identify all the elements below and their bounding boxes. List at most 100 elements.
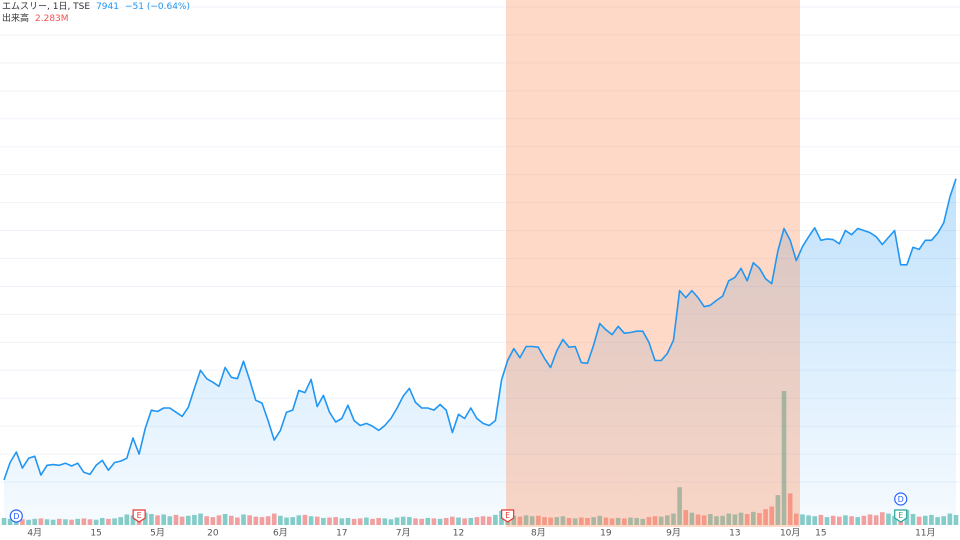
volume-bar bbox=[161, 514, 166, 525]
volume-bar bbox=[910, 514, 916, 525]
volume-bar bbox=[763, 509, 768, 525]
volume-bar bbox=[149, 514, 154, 525]
volume-bar bbox=[622, 518, 627, 525]
volume-bar bbox=[572, 518, 578, 525]
volume-bar bbox=[873, 515, 879, 525]
volume-bar bbox=[400, 516, 406, 525]
event-badge bbox=[894, 509, 908, 523]
volume-bar bbox=[462, 518, 467, 525]
volume-bar bbox=[855, 517, 861, 525]
legend: エムスリー, 1日, TSE 7941 −51 (−0.64%) 出来高 2.283M bbox=[2, 1, 196, 25]
volume-bar bbox=[867, 514, 873, 525]
volume-bar bbox=[579, 517, 584, 525]
volume-bar bbox=[204, 516, 209, 525]
event-label: E bbox=[898, 511, 903, 520]
volume-bar bbox=[185, 515, 191, 525]
volume-bar bbox=[824, 517, 830, 525]
volume-bar bbox=[228, 515, 234, 525]
volume-bar bbox=[769, 506, 775, 525]
volume-bar bbox=[370, 518, 375, 525]
volume-bar bbox=[677, 487, 682, 525]
volume-bar bbox=[327, 517, 332, 525]
volume-bar bbox=[929, 514, 934, 525]
volume-bar bbox=[106, 518, 111, 525]
volume-bar bbox=[87, 519, 93, 525]
volume-bar bbox=[155, 515, 160, 525]
volume-bar bbox=[609, 518, 615, 525]
volume-bar bbox=[849, 516, 854, 525]
volume-bar bbox=[259, 517, 265, 525]
volume-bar bbox=[308, 516, 314, 525]
symbol: エムスリー, 1日, TSE bbox=[2, 2, 91, 12]
volume-bar bbox=[634, 517, 639, 525]
volume-bar bbox=[879, 512, 885, 525]
volume-bar bbox=[640, 518, 646, 525]
volume-bar bbox=[290, 517, 295, 525]
x-tick-label: 4月 bbox=[27, 528, 42, 539]
volume-bar bbox=[523, 515, 529, 525]
volume-bar bbox=[615, 517, 621, 525]
volume-bar bbox=[837, 516, 842, 525]
volume-bar bbox=[26, 519, 31, 525]
volume-bar bbox=[566, 517, 572, 525]
volume-bar bbox=[450, 516, 455, 525]
volume-bar bbox=[456, 517, 461, 525]
event-label: D bbox=[898, 495, 904, 504]
volume-bar bbox=[744, 514, 750, 525]
volume-bar bbox=[683, 510, 689, 525]
price-area bbox=[4, 178, 956, 526]
volume-bar bbox=[75, 518, 81, 525]
volume-bar bbox=[241, 514, 246, 525]
volume-bar bbox=[781, 390, 787, 525]
event-badge bbox=[894, 492, 908, 506]
events: D E E ED bbox=[9, 492, 908, 523]
x-tick-label: 20 bbox=[207, 529, 219, 539]
volume-bar bbox=[738, 512, 744, 525]
volume-value: 2.283M bbox=[35, 14, 69, 24]
volume-bar bbox=[818, 514, 824, 525]
volume-bar bbox=[376, 517, 381, 525]
volume-bar bbox=[382, 518, 388, 525]
volume-bar bbox=[124, 514, 130, 525]
volume-bar bbox=[665, 515, 670, 525]
x-tick-label: 12 bbox=[453, 529, 464, 539]
volume-bar bbox=[830, 515, 836, 525]
volume-bar bbox=[806, 515, 811, 525]
volume-bar bbox=[603, 517, 609, 525]
price-legend: エムスリー, 1日, TSE 7941 −51 (−0.64%) bbox=[2, 1, 196, 13]
volume-bar bbox=[173, 514, 179, 525]
volume-bar bbox=[794, 513, 799, 525]
x-tick-label: 15 bbox=[90, 529, 101, 539]
volume-bar bbox=[861, 515, 867, 525]
volume-bar bbox=[493, 514, 498, 525]
volume-bar bbox=[843, 515, 848, 525]
x-tick-label: 19 bbox=[600, 529, 612, 539]
volume-bar bbox=[437, 518, 443, 525]
volume-bar bbox=[941, 516, 947, 525]
event-label: D bbox=[13, 512, 19, 521]
volume-bar bbox=[554, 517, 560, 525]
price-line bbox=[3, 178, 957, 481]
volume-bar bbox=[732, 514, 738, 525]
volume-bar bbox=[757, 513, 762, 525]
price-change: −51 (−0.64%) bbox=[124, 2, 190, 12]
volume-bar bbox=[474, 517, 480, 525]
x-tick-label: 13 bbox=[729, 529, 740, 539]
volume-bar bbox=[339, 518, 345, 525]
highlight-range bbox=[506, 0, 800, 527]
event-label: E bbox=[137, 511, 142, 520]
volume-bar bbox=[314, 516, 320, 525]
volume-bar bbox=[265, 516, 271, 525]
volume-bar bbox=[192, 514, 197, 525]
event-badge bbox=[132, 509, 146, 523]
volume-bar bbox=[112, 518, 117, 525]
volume-bar bbox=[591, 517, 596, 525]
volume-bar bbox=[542, 517, 547, 525]
x-tick-label: 17 bbox=[336, 529, 347, 539]
volume-bar bbox=[271, 513, 277, 525]
x-tick-label: 5月 bbox=[150, 528, 165, 539]
volume-bar bbox=[357, 518, 363, 525]
volume-bar bbox=[922, 515, 928, 525]
volume-bar bbox=[50, 519, 56, 525]
volume-bar bbox=[364, 517, 369, 525]
